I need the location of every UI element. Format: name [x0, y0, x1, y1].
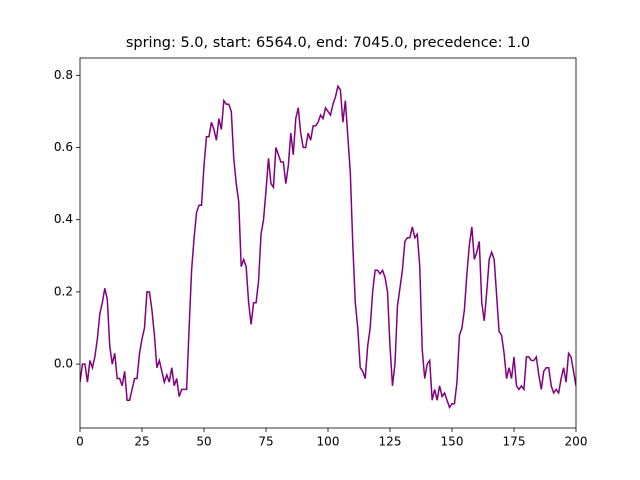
x-tick-label: 150 [441, 435, 464, 449]
y-tick-label: 0.6 [54, 140, 73, 154]
x-tick-label: 175 [503, 435, 526, 449]
x-tick-label: 125 [379, 435, 402, 449]
y-tick-label: 0.0 [54, 357, 73, 371]
y-tick-label: 0.4 [54, 212, 73, 226]
plot-frame [79, 57, 577, 429]
x-tick-label: 200 [565, 435, 588, 449]
y-tick-label: 0.8 [54, 68, 73, 82]
chart-title: spring: 5.0, start: 6564.0, end: 7045.0,… [126, 35, 530, 51]
y-tick-label: 0.2 [54, 284, 73, 298]
data-line [80, 84, 576, 410]
x-tick-label: 50 [196, 435, 211, 449]
x-tick-label: 75 [258, 435, 273, 449]
x-tick-label: 0 [76, 435, 84, 449]
x-tick-label: 25 [134, 435, 149, 449]
x-tick-label: 100 [317, 435, 340, 449]
